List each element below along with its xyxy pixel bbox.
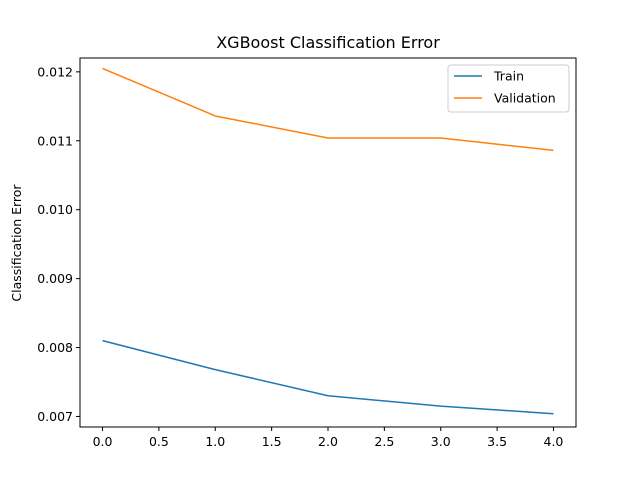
x-tick-label: 1.0 bbox=[205, 434, 225, 449]
y-axis-label: Classification Error bbox=[9, 184, 24, 302]
y-tick-label: 0.007 bbox=[37, 409, 73, 424]
series-line-train bbox=[102, 339, 554, 415]
plot-frame bbox=[79, 57, 577, 428]
x-tick-label: 2.5 bbox=[374, 434, 394, 449]
x-tick-label: 1.5 bbox=[262, 434, 282, 449]
x-tick-label: 4.0 bbox=[544, 434, 564, 449]
legend: Train Validation bbox=[447, 64, 570, 113]
legend-label-train: Train bbox=[493, 69, 524, 84]
y-tick-label: 0.008 bbox=[37, 340, 73, 355]
x-tick-label: 3.5 bbox=[487, 434, 507, 449]
y-tick-label: 0.012 bbox=[37, 64, 73, 79]
x-tick-label: 3.0 bbox=[431, 434, 451, 449]
chart-title: XGBoost Classification Error bbox=[216, 33, 440, 52]
x-tick-label: 0.5 bbox=[149, 434, 169, 449]
series-line-validation bbox=[102, 67, 554, 152]
legend-label-validation: Validation bbox=[494, 91, 556, 106]
plot-area: 0.0 0.5 1.0 1.5 2.0 2.5 3.0 3.5 4.0 0.007 0.008 0.0… bbox=[37, 64, 563, 449]
x-tick-label: 0.0 bbox=[93, 434, 113, 449]
y-tick-label: 0.009 bbox=[37, 271, 73, 286]
y-tick-label: 0.011 bbox=[37, 133, 73, 148]
y-tick-label: 0.010 bbox=[37, 202, 73, 217]
x-tick-label: 2.0 bbox=[318, 434, 338, 449]
